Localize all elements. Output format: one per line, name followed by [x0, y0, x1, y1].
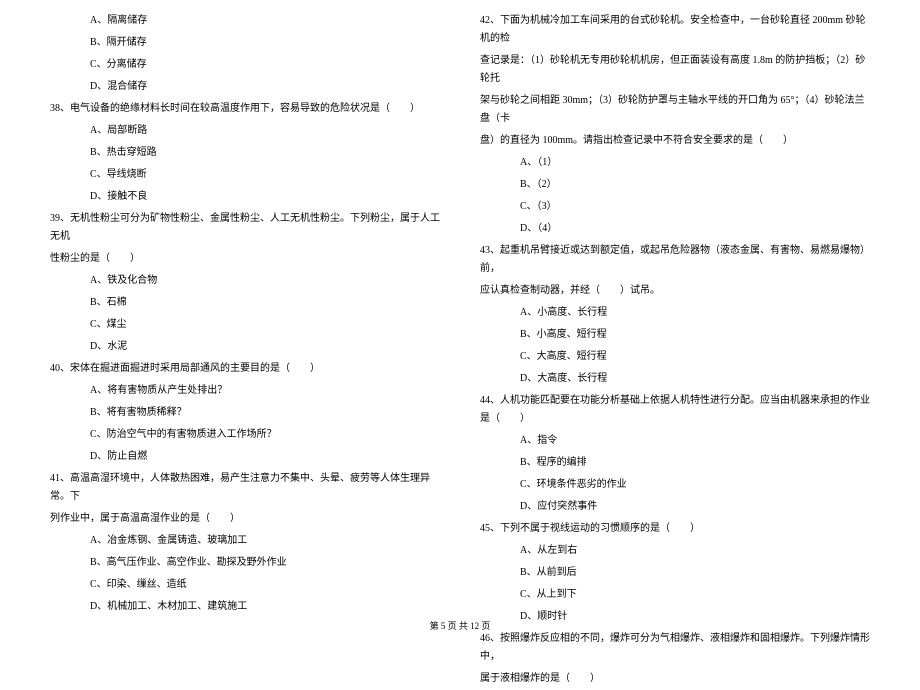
option: D、大高度、长行程	[480, 368, 870, 390]
option: C、防治空气中的有害物质进入工作场所？	[50, 424, 440, 446]
option: A、小高度、长行程	[480, 302, 870, 324]
question-44: 44、人机功能匹配要在功能分析基础上依据人机特性进行分配。应当由机器来承担的作业…	[480, 390, 870, 430]
page-footer: 第 5 页 共 12 页	[0, 619, 920, 632]
option: B、石棉	[50, 292, 440, 314]
option: B、将有害物质稀释？	[50, 402, 440, 424]
question-45: 45、下列不属于视线运动的习惯顺序的是（ ）	[480, 518, 870, 540]
question-46: 46、按照爆炸反应相的不同，爆炸可分为气相爆炸、液相爆炸和固相爆炸。下列爆炸情形…	[480, 628, 870, 668]
question-43: 43、起重机吊臂接近或达到额定值，或起吊危险器物（液态金属、有害物、易燃易爆物）…	[480, 240, 870, 280]
option: A、（1）	[480, 152, 870, 174]
question-39-cont: 性粉尘的是（ ）	[50, 248, 440, 270]
option: C、环境条件恶劣的作业	[480, 474, 870, 496]
question-42-l2: 查记录是：（1）砂轮机无专用砂轮机机房，但正面装设有高度 1.8m 的防护挡板；…	[480, 50, 870, 90]
option: B、从前到后	[480, 562, 870, 584]
question-42-l3: 架与砂轮之间相距 30mm；（3）砂轮防护罩与主轴水平线的开口角为 65°；（4…	[480, 90, 870, 130]
option: D、防止自燃	[50, 446, 440, 468]
option: B、（2）	[480, 174, 870, 196]
page-container: A、隔离储存 B、隔开储存 C、分离储存 D、混合储存 38、电气设备的绝缘材料…	[0, 0, 920, 690]
option: B、隔开储存	[50, 32, 440, 54]
option: C、从上到下	[480, 584, 870, 606]
option: C、印染、缫丝、造纸	[50, 574, 440, 596]
left-column: A、隔离储存 B、隔开储存 C、分离储存 D、混合储存 38、电气设备的绝缘材料…	[50, 10, 440, 690]
question-40: 40、宋体在掘进面掘进时采用局部通风的主要目的是（ ）	[50, 358, 440, 380]
right-column: 42、下面为机械冷加工车间采用的台式砂轮机。安全检查中，一台砂轮直径 200mm…	[480, 10, 870, 690]
option: D、接触不良	[50, 186, 440, 208]
option: A、局部断路	[50, 120, 440, 142]
option: C、分离储存	[50, 54, 440, 76]
option: B、高气压作业、高空作业、勘探及野外作业	[50, 552, 440, 574]
option: C、煤尘	[50, 314, 440, 336]
option: A、隔离储存	[50, 10, 440, 32]
option: B、热击穿短路	[50, 142, 440, 164]
option: C、（3）	[480, 196, 870, 218]
option: B、小高度、短行程	[480, 324, 870, 346]
question-42-l4: 盘）的直径为 100mm。请指出检查记录中不符合安全要求的是（ ）	[480, 130, 870, 152]
option: D、水泥	[50, 336, 440, 358]
question-38: 38、电气设备的绝缘材料长时间在较高温度作用下，容易导致的危险状况是（ ）	[50, 98, 440, 120]
question-43-cont: 应认真检查制动器，并经（ ）试吊。	[480, 280, 870, 302]
option: A、将有害物质从产生处排出？	[50, 380, 440, 402]
option: B、程序的编排	[480, 452, 870, 474]
option: D、应付突然事件	[480, 496, 870, 518]
question-42: 42、下面为机械冷加工车间采用的台式砂轮机。安全检查中，一台砂轮直径 200mm…	[480, 10, 870, 50]
option: C、大高度、短行程	[480, 346, 870, 368]
option: D、混合储存	[50, 76, 440, 98]
option: C、导线烧断	[50, 164, 440, 186]
question-41: 41、高温高湿环境中，人体散热困难，易产生注意力不集中、头晕、疲劳等人体生理异常…	[50, 468, 440, 508]
option: D、机械加工、木材加工、建筑施工	[50, 596, 440, 618]
option: A、铁及化合物	[50, 270, 440, 292]
option: A、从左到右	[480, 540, 870, 562]
question-39: 39、无机性粉尘可分为矿物性粉尘、金属性粉尘、人工无机性粉尘。下列粉尘，属于人工…	[50, 208, 440, 248]
option: D、（4）	[480, 218, 870, 240]
question-46-cont: 属于液相爆炸的是（ ）	[480, 668, 870, 690]
option: A、冶金炼钢、金属铸造、玻璃加工	[50, 530, 440, 552]
question-41-cont: 列作业中，属于高温高湿作业的是（ ）	[50, 508, 440, 530]
option: A、指令	[480, 430, 870, 452]
